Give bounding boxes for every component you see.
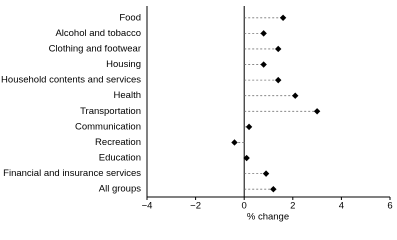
y-tick-label: Financial and insurance services bbox=[3, 168, 141, 179]
dot bbox=[260, 61, 267, 68]
y-tick-label: Recreation bbox=[95, 137, 141, 148]
y-tick-label: Household contents and services bbox=[1, 75, 141, 86]
y-tick-label: Health bbox=[114, 90, 141, 101]
x-tick-label: 0 bbox=[242, 201, 247, 212]
y-tick-label: Housing bbox=[106, 59, 141, 70]
x-tick-label: 4 bbox=[339, 201, 344, 212]
dot bbox=[270, 186, 277, 193]
y-tick-label: Transportation bbox=[80, 106, 141, 117]
dot bbox=[245, 123, 253, 131]
dot bbox=[292, 92, 299, 99]
y-tick-label: Communication bbox=[75, 121, 141, 132]
x-tick-label: 6 bbox=[387, 201, 392, 212]
dot bbox=[243, 154, 250, 162]
dot bbox=[260, 30, 267, 37]
dot bbox=[231, 139, 238, 146]
dot bbox=[262, 170, 270, 177]
y-tick-label: Food bbox=[119, 12, 141, 23]
y-tick-label: Education bbox=[99, 153, 141, 164]
y-tick-label: Clothing and footwear bbox=[49, 43, 141, 54]
y-tick-label: All groups bbox=[99, 184, 141, 195]
y-tick-label: Alcohol and tobacco bbox=[55, 28, 141, 39]
x-axis-label: % change bbox=[247, 212, 289, 223]
dot bbox=[275, 76, 282, 84]
x-tick-label: −4 bbox=[142, 201, 153, 212]
dot bbox=[279, 14, 287, 21]
x-tick-label: 2 bbox=[290, 201, 295, 212]
dot bbox=[275, 45, 282, 53]
dot bbox=[313, 108, 321, 115]
chart: % change −4 −2 0 2 4 6 Food Alcohol and tobacco… bbox=[1, 6, 393, 223]
x-tick-label: −2 bbox=[190, 201, 201, 212]
